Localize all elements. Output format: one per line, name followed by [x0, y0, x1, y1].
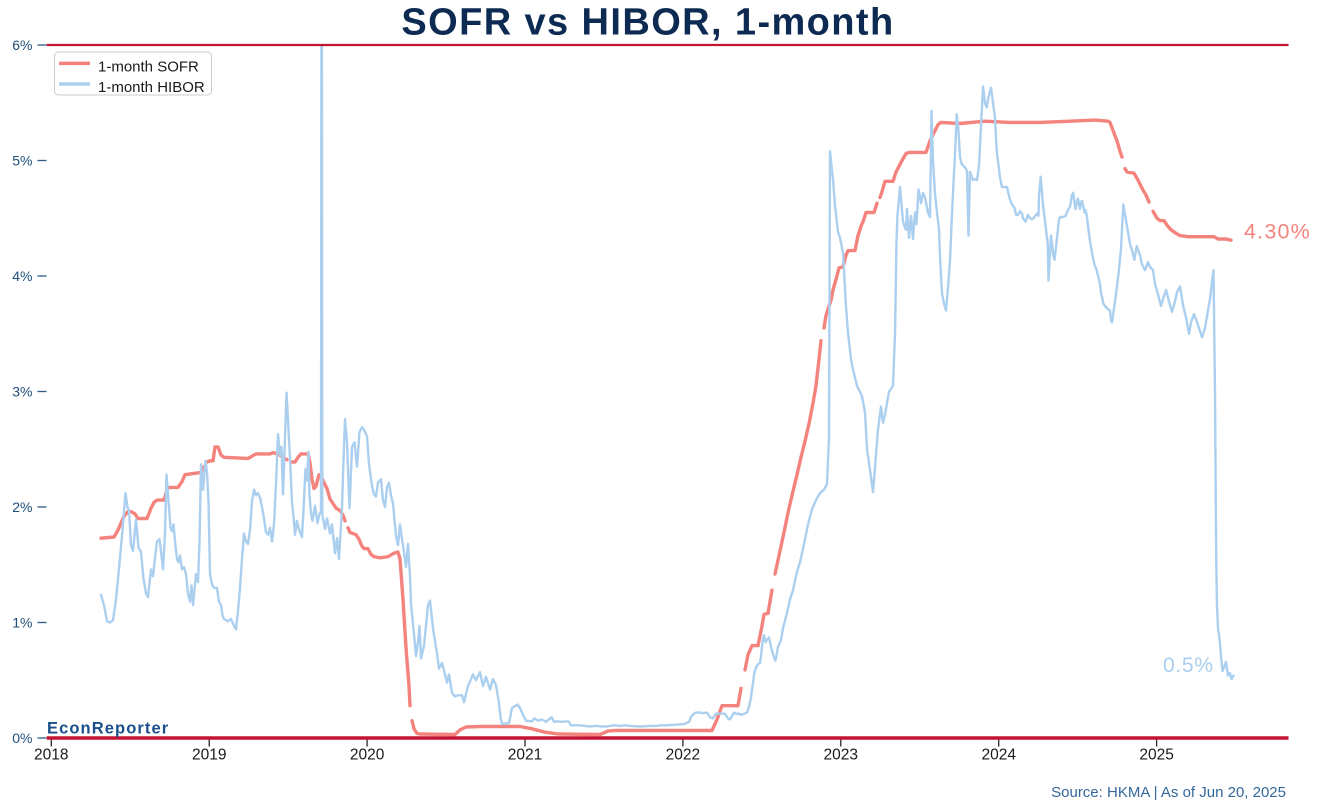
- svg-text:2019: 2019: [192, 747, 226, 764]
- svg-text:3%: 3%: [12, 384, 32, 400]
- svg-text:2022: 2022: [666, 747, 700, 764]
- svg-text:2025: 2025: [1139, 747, 1173, 764]
- svg-text:EconReporter: EconReporter: [47, 720, 169, 738]
- svg-text:0.5%: 0.5%: [1163, 654, 1214, 677]
- svg-text:2023: 2023: [824, 747, 858, 764]
- svg-text:2021: 2021: [508, 747, 542, 764]
- svg-text:4%: 4%: [12, 268, 32, 284]
- svg-text:6%: 6%: [12, 37, 32, 53]
- svg-text:2020: 2020: [350, 747, 385, 764]
- svg-text:2018: 2018: [34, 747, 68, 764]
- svg-text:5%: 5%: [12, 153, 32, 169]
- svg-text:4.30%: 4.30%: [1244, 220, 1311, 244]
- svg-text:1-month HIBOR: 1-month HIBOR: [98, 79, 205, 96]
- svg-text:0%: 0%: [12, 730, 32, 746]
- svg-text:1-month SOFR: 1-month SOFR: [98, 58, 199, 75]
- svg-text:SOFR vs HIBOR, 1-month: SOFR vs HIBOR, 1-month: [401, 2, 894, 44]
- svg-text:Source: HKMA | As of Jun 20, 2: Source: HKMA | As of Jun 20, 2025: [1051, 784, 1286, 801]
- svg-text:2024: 2024: [981, 747, 1016, 764]
- svg-text:1%: 1%: [12, 615, 32, 631]
- svg-text:2%: 2%: [12, 499, 32, 515]
